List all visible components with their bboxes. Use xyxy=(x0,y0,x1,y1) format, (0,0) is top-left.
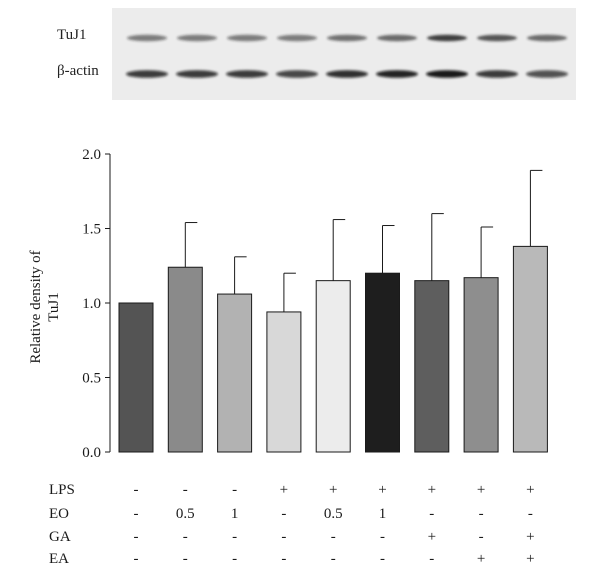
western-blot-image xyxy=(112,8,576,100)
blot-band-tuj1 xyxy=(277,34,317,42)
treatment-cell: - xyxy=(429,551,434,567)
blot-band-beta-actin xyxy=(326,70,368,78)
blot-band-tuj1 xyxy=(427,34,467,42)
treatment-row-label-lps: LPS xyxy=(49,482,75,498)
treatment-cell: + xyxy=(378,482,386,498)
y-tick-label: 0.0 xyxy=(82,445,101,461)
treatment-cell: - xyxy=(183,551,188,567)
treatment-cell: + xyxy=(428,482,436,498)
treatment-cell: 1 xyxy=(379,506,387,522)
treatment-row-label-ea: EA xyxy=(49,551,69,567)
treatment-cell: + xyxy=(329,482,337,498)
bar-6 xyxy=(365,272,400,453)
treatment-cell: - xyxy=(134,529,139,545)
treatment-cell: + xyxy=(477,551,485,567)
bar-5 xyxy=(315,280,351,453)
treatment-cell: - xyxy=(134,551,139,567)
blot-label-beta-actin: β-actin xyxy=(57,63,99,79)
blot-band-beta-actin xyxy=(126,70,168,78)
treatment-cell: - xyxy=(134,506,139,522)
y-axis: 0.0 0.5 1.0 1.5 2.0 xyxy=(82,147,111,461)
y-axis-label-line2: TuJ1 xyxy=(46,292,62,321)
bar-1 xyxy=(118,302,154,453)
y-tick-label: 0.5 xyxy=(82,371,101,387)
treatment-cell: - xyxy=(380,529,385,545)
blot-band-tuj1 xyxy=(227,34,267,42)
blot-band-beta-actin xyxy=(526,70,568,78)
treatment-cell: - xyxy=(281,506,286,522)
blot-band-beta-actin xyxy=(426,70,468,78)
treatment-cell: - xyxy=(380,551,385,567)
y-tick-label: 1.5 xyxy=(82,222,101,238)
treatment-cell: 1 xyxy=(231,506,239,522)
treatment-cell: - xyxy=(232,529,237,545)
treatment-cell: - xyxy=(232,551,237,567)
treatment-cell: - xyxy=(479,506,484,522)
treatment-cell: - xyxy=(528,506,533,522)
treatment-cell: + xyxy=(280,482,288,498)
treatment-cell: - xyxy=(479,529,484,545)
treatment-cell: - xyxy=(183,482,188,498)
treatment-cell: 0.5 xyxy=(324,506,343,522)
blot-band-tuj1 xyxy=(527,34,567,42)
treatment-cell: - xyxy=(429,506,434,522)
bar-9 xyxy=(512,245,548,453)
treatment-cell: - xyxy=(232,482,237,498)
blot-band-row-beta-actin xyxy=(126,70,568,78)
blot-band-beta-actin xyxy=(376,70,418,78)
treatment-cell: - xyxy=(281,551,286,567)
treatment-cell: + xyxy=(477,482,485,498)
blot-band-tuj1 xyxy=(127,34,167,42)
bar-3 xyxy=(217,293,253,453)
blot-band-tuj1 xyxy=(377,34,417,42)
blot-band-tuj1 xyxy=(477,34,517,42)
blot-band-beta-actin xyxy=(226,70,268,78)
treatment-cell: + xyxy=(526,551,534,567)
treatment-cell: 0.5 xyxy=(176,506,195,522)
y-tick-label: 2.0 xyxy=(82,147,101,163)
blot-band-row-tuj1 xyxy=(127,34,567,42)
treatment-cell: - xyxy=(183,529,188,545)
treatment-cell: - xyxy=(331,529,336,545)
error-bars-group xyxy=(184,169,543,312)
treatment-cell: + xyxy=(526,529,534,545)
bar-4 xyxy=(266,311,302,453)
treatment-cell: - xyxy=(331,551,336,567)
blot-band-beta-actin xyxy=(176,70,218,78)
blot-band-beta-actin xyxy=(276,70,318,78)
treatment-cell: + xyxy=(428,529,436,545)
treatment-table: LPS - - - + + + + + + EO - 0.5 1 - 0.5 1 - - - GA - - - - - - + - + EA… xyxy=(49,482,535,567)
blot-band-tuj1 xyxy=(327,34,367,42)
treatment-cell: - xyxy=(281,529,286,545)
y-axis-label: Relative density of xyxy=(28,250,44,363)
treatment-cell: - xyxy=(134,482,139,498)
treatment-row-label-eo: EO xyxy=(49,506,69,522)
y-tick-label: 1.0 xyxy=(82,296,101,312)
treatment-cell: + xyxy=(526,482,534,498)
treatment-row-label-ga: GA xyxy=(49,529,71,545)
bar-2 xyxy=(167,266,203,453)
blot-label-tuj1: TuJ1 xyxy=(57,27,87,43)
bar-8 xyxy=(463,277,499,453)
blot-band-beta-actin xyxy=(476,70,518,78)
blot-band-tuj1 xyxy=(177,34,217,42)
bars-group xyxy=(118,245,548,453)
bar-7 xyxy=(414,280,450,453)
